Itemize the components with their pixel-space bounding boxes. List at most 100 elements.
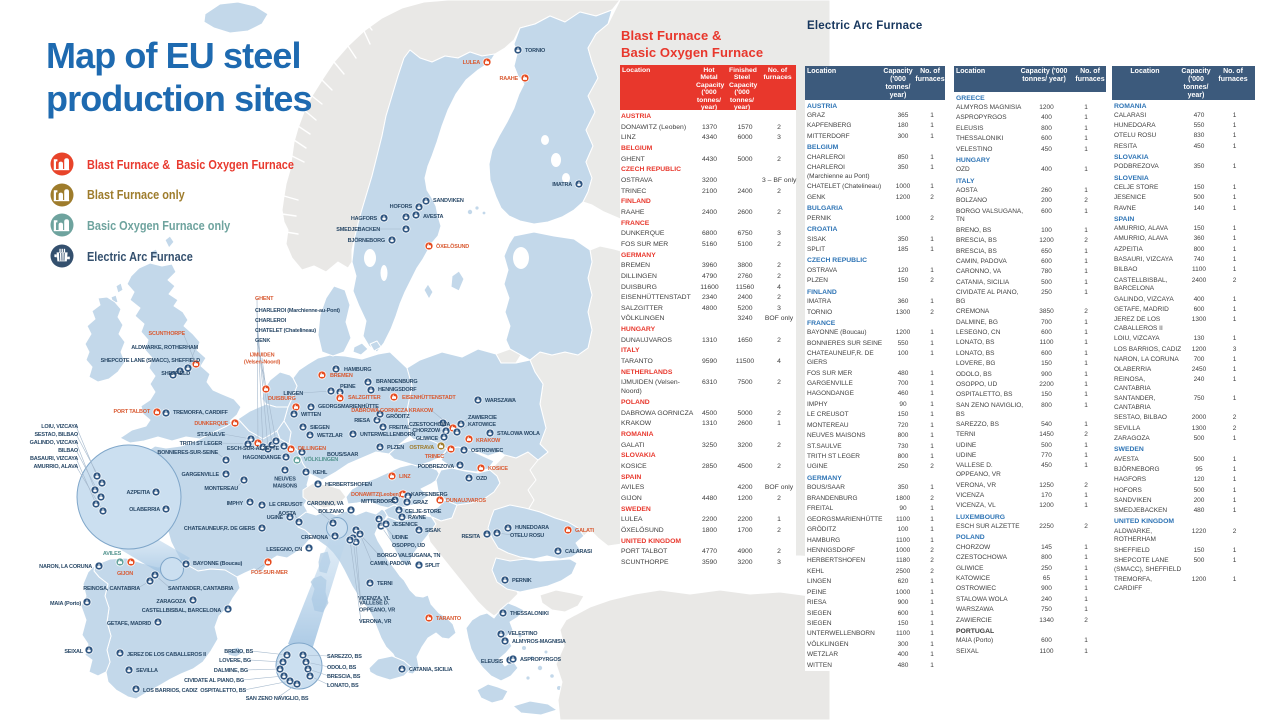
svg-text:BORGO VALSUGANA, TN: BORGO VALSUGANA, TN <box>377 553 441 559</box>
svg-text:AOSTA: AOSTA <box>278 511 296 517</box>
svg-text:UGINE: UGINE <box>267 515 284 521</box>
svg-text:CHATELET (Chatelineau): CHATELET (Chatelineau) <box>255 328 316 334</box>
svg-text:HOFORS: HOFORS <box>390 204 413 210</box>
svg-text:SHEPCOTE LANE (SMACC), SHEFFIE: SHEPCOTE LANE (SMACC), SHEFFIELD <box>101 358 201 364</box>
svg-text:SANDVIKEN: SANDVIKEN <box>433 198 464 204</box>
svg-text:ZARAGOZA: ZARAGOZA <box>156 599 186 605</box>
svg-text:VERONA, VR: VERONA, VR <box>359 619 391 625</box>
svg-text:TRITH ST LEGER: TRITH ST LEGER <box>180 441 223 447</box>
svg-text:MAIA (Porto): MAIA (Porto) <box>50 601 81 607</box>
svg-text:SIEGEN: SIEGEN <box>310 425 330 431</box>
svg-text:RESITA: RESITA <box>461 534 480 540</box>
svg-text:HAGFORS: HAGFORS <box>351 216 378 222</box>
svg-text:BOUS/SAAR: BOUS/SAAR <box>327 452 358 458</box>
svg-text:DABROWA GORNICZA KRAKOW: DABROWA GORNICZA KRAKOW <box>351 408 434 414</box>
svg-text:LESEGNO, CN: LESEGNO, CN <box>266 547 302 553</box>
svg-text:LOIU, VIZCAYA: LOIU, VIZCAYA <box>41 424 78 430</box>
svg-text:FREITAL: FREITAL <box>389 425 411 431</box>
svg-text:AMURRIO, ALAVA: AMURRIO, ALAVA <box>34 464 79 470</box>
svg-text:OLABERRIA: OLABERRIA <box>129 507 160 513</box>
svg-text:DUISBURG: DUISBURG <box>268 396 296 402</box>
svg-text:CREMONA: CREMONA <box>301 535 328 541</box>
svg-text:WITTEN: WITTEN <box>301 412 321 418</box>
svg-text:LINGEN: LINGEN <box>283 391 303 397</box>
svg-text:PORT TALBOT: PORT TALBOT <box>114 409 151 415</box>
svg-text:CIVIDATE AL PIANO, BG: CIVIDATE AL PIANO, BG <box>184 678 244 684</box>
svg-text:ODOLO, BS: ODOLO, BS <box>327 665 357 671</box>
svg-text:DONAWITZ(Leoben): DONAWITZ(Leoben) <box>351 492 401 498</box>
svg-text:RIESA: RIESA <box>354 418 370 424</box>
svg-text:GHENT: GHENT <box>255 296 274 302</box>
svg-text:VÖLKLINGEN: VÖLKLINGEN <box>304 456 338 463</box>
svg-text:BONNIERES-SUR-SEINE: BONNIERES-SUR-SEINE <box>157 450 218 456</box>
svg-text:CHATEAUNEUF,R. DE GIERS: CHATEAUNEUF,R. DE GIERS <box>184 526 256 532</box>
svg-text:SALZGITTER: SALZGITTER <box>348 395 381 401</box>
svg-text:KATOWICE: KATOWICE <box>468 422 496 428</box>
svg-text:GALINDO, VIZCAYA: GALINDO, VIZCAYA <box>30 440 79 446</box>
svg-text:FOS-SUR-MER: FOS-SUR-MER <box>251 570 288 576</box>
svg-text:GETAFE, MADRID: GETAFE, MADRID <box>107 621 151 627</box>
svg-text:BREMEN: BREMEN <box>330 373 353 379</box>
svg-text:SEVILLA: SEVILLA <box>136 668 158 674</box>
svg-text:ALMYROS-MAGNISIA: ALMYROS-MAGNISIA <box>512 639 566 645</box>
svg-text:AZPEITIA: AZPEITIA <box>127 490 151 496</box>
svg-text:OSTROWIEC: OSTROWIEC <box>471 448 503 454</box>
svg-text:GIJON: GIJON <box>117 571 133 577</box>
svg-text:REINOSA, CANTABRIA: REINOSA, CANTABRIA <box>83 586 140 592</box>
svg-text:ÖXELÖSUND: ÖXELÖSUND <box>436 243 469 250</box>
svg-text:THESSALONIKI: THESSALONIKI <box>510 611 549 617</box>
svg-text:CALARASI: CALARASI <box>565 549 592 555</box>
svg-text:ASPROPYRGOS: ASPROPYRGOS <box>520 657 561 663</box>
svg-text:UDINE: UDINE <box>392 535 409 541</box>
svg-text:NEUVES: NEUVES <box>274 477 296 483</box>
svg-text:GRAZ: GRAZ <box>413 500 429 506</box>
svg-text:CELJE-STORE: CELJE-STORE <box>405 509 442 515</box>
svg-text:BRENO, BS: BRENO, BS <box>224 649 253 655</box>
svg-text:SPLIT: SPLIT <box>425 563 440 569</box>
svg-text:LULEA: LULEA <box>463 60 481 66</box>
svg-text:GLIWICE: GLIWICE <box>416 436 439 442</box>
svg-text:DUNAUJVAROS: DUNAUJVAROS <box>446 498 486 504</box>
svg-text:LE CREUSOT: LE CREUSOT <box>269 502 303 508</box>
svg-text:HENNIGSDORF: HENNIGSDORF <box>378 387 417 393</box>
svg-text:PERNIK: PERNIK <box>512 578 532 584</box>
svg-text:OTELU ROSU: OTELU ROSU <box>510 533 544 539</box>
svg-text:TARANTO: TARANTO <box>436 616 462 622</box>
svg-text:EISENHÜTTENSTADT: EISENHÜTTENSTADT <box>402 394 456 401</box>
svg-text:BJÖRNEBORG: BJÖRNEBORG <box>348 237 385 244</box>
svg-text:GENK: GENK <box>255 338 270 344</box>
svg-text:LOVERE, BG: LOVERE, BG <box>219 658 251 664</box>
svg-text:MAISONS: MAISONS <box>273 484 298 490</box>
svg-text:ALDWARKE, ROTHERHAM: ALDWARKE, ROTHERHAM <box>131 345 198 351</box>
svg-text:GALATI: GALATI <box>575 528 595 534</box>
svg-text:LINZ: LINZ <box>399 474 411 480</box>
svg-text:GARGENVILLE: GARGENVILLE <box>181 472 219 478</box>
svg-text:BRANDENBURG: BRANDENBURG <box>376 379 418 385</box>
svg-text:OSPITALETTO, BS: OSPITALETTO, BS <box>200 688 246 694</box>
svg-text:KEHL: KEHL <box>313 470 328 476</box>
svg-text:MITTERDORF: MITTERDORF <box>361 499 396 505</box>
svg-text:SMEDJEBACKEN: SMEDJEBACKEN <box>336 227 380 233</box>
svg-text:OPPEANO, VR: OPPEANO, VR <box>359 608 395 614</box>
svg-text:BAYONNE (Boucau): BAYONNE (Boucau) <box>193 561 243 567</box>
svg-text:KOSICE: KOSICE <box>488 466 508 472</box>
svg-text:GRÖDITZ: GRÖDITZ <box>386 413 410 420</box>
svg-text:PODBREZOVA: PODBREZOVA <box>418 464 455 470</box>
svg-text:IMPHY: IMPHY <box>227 501 244 507</box>
svg-text:MONTEREAU: MONTEREAU <box>204 486 238 492</box>
svg-text:PEINE: PEINE <box>340 384 356 390</box>
svg-text:TORNIO: TORNIO <box>525 48 546 54</box>
svg-text:LOS BARRIOS, CADIZ: LOS BARRIOS, CADIZ <box>143 688 198 694</box>
svg-text:RAVNE: RAVNE <box>408 515 426 521</box>
svg-text:DILLINGEN: DILLINGEN <box>298 446 326 452</box>
svg-text:STALOWA WOLA: STALOWA WOLA <box>497 431 540 437</box>
svg-text:TREMORFA, CARDIFF: TREMORFA, CARDIFF <box>173 410 228 416</box>
svg-text:ST.SAULVE: ST.SAULVE <box>197 432 226 438</box>
svg-text:CASTELLBISBAL, BARCELONA: CASTELLBISBAL, BARCELONA <box>142 608 221 614</box>
svg-text:ESCH-SUR-ALZETTE: ESCH-SUR-ALZETTE <box>227 446 280 452</box>
svg-text:CZESTOCHOWA: CZESTOCHOWA <box>409 422 450 428</box>
svg-text:OSTRAVA: OSTRAVA <box>409 445 434 451</box>
svg-text:SESTAO, BILBAO: SESTAO, BILBAO <box>34 432 78 438</box>
svg-text:GEORGSMARIENHÜTTE: GEORGSMARIENHÜTTE <box>318 403 379 410</box>
svg-text:HAGONDANGE: HAGONDANGE <box>243 455 282 461</box>
